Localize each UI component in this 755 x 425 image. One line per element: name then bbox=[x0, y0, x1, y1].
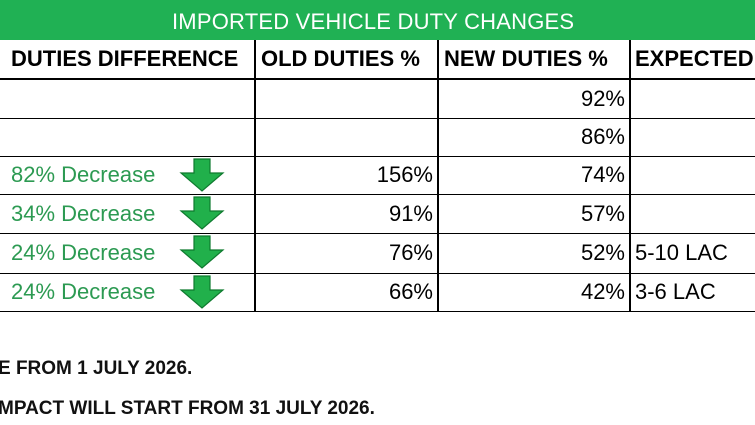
cell-expected bbox=[631, 194, 755, 233]
cell-duties-difference-text: 82% Decrease bbox=[11, 162, 156, 187]
cell-new-duties-text: 52% bbox=[580, 240, 625, 265]
cell-expected bbox=[631, 80, 755, 118]
cell-new-duties: 86% bbox=[439, 118, 631, 156]
cell-old-duties: 66% bbox=[256, 273, 439, 311]
cell-expected-text: 5-10 LAC bbox=[635, 240, 728, 265]
cell-expected-text: 3-6 LAC bbox=[635, 279, 716, 304]
cell-old-duties bbox=[256, 80, 439, 118]
cell-expected: 5-10 LAC bbox=[631, 233, 755, 273]
cell-duties-difference: 82% Decrease bbox=[0, 156, 256, 194]
cell-new-duties: 74% bbox=[439, 156, 631, 194]
down-arrow-icon bbox=[179, 275, 225, 309]
header-duties-difference: DUTIES DIFFERENCE bbox=[0, 40, 256, 78]
cell-new-duties-text: 42% bbox=[580, 279, 625, 304]
cell-duties-difference bbox=[0, 80, 256, 118]
cell-new-duties: 57% bbox=[439, 194, 631, 233]
down-arrow-icon bbox=[179, 235, 225, 269]
cell-duties-difference: 24% Decrease bbox=[0, 273, 256, 311]
cell-duties-difference: 24% Decrease bbox=[0, 233, 256, 273]
table-title-bar: IMPORTED VEHICLE DUTY CHANGES bbox=[0, 0, 755, 40]
table-row: 82% Decrease 156% 74% bbox=[0, 156, 755, 195]
table-row: 86% bbox=[0, 118, 755, 157]
cell-old-duties-text: 91% bbox=[388, 201, 433, 226]
cell-old-duties-text: 76% bbox=[388, 240, 433, 265]
note-impact-date: MPACT WILL START FROM 31 JULY 2026. bbox=[0, 398, 375, 419]
header-new-duties: NEW DUTIES % bbox=[439, 40, 631, 78]
table-row: 34% Decrease 91% 57% bbox=[0, 194, 755, 234]
cell-old-duties-text: 66% bbox=[388, 279, 433, 304]
cell-new-duties-text: 74% bbox=[580, 162, 625, 187]
cell-old-duties: 91% bbox=[256, 194, 439, 233]
cell-old-duties: 156% bbox=[256, 156, 439, 194]
cell-new-duties: 52% bbox=[439, 233, 631, 273]
cell-new-duties-text: 86% bbox=[580, 124, 625, 149]
header-old-duties: OLD DUTIES % bbox=[256, 40, 439, 78]
table-header-row: DUTIES DIFFERENCE OLD DUTIES % NEW DUTIE… bbox=[0, 40, 755, 80]
cell-expected bbox=[631, 118, 755, 156]
cell-new-duties-text: 57% bbox=[580, 201, 625, 226]
cell-duties-difference: 34% Decrease bbox=[0, 194, 256, 233]
cell-old-duties-text: 156% bbox=[376, 162, 433, 187]
down-arrow-icon bbox=[179, 158, 225, 192]
cell-duties-difference-text: 24% Decrease bbox=[11, 240, 156, 265]
cell-duties-difference-text: 34% Decrease bbox=[11, 201, 156, 226]
cell-duties-difference bbox=[0, 118, 256, 156]
table-row: 24% Decrease 66% 42% 3-6 LAC bbox=[0, 273, 755, 312]
down-arrow-icon bbox=[179, 196, 225, 230]
table-title: IMPORTED VEHICLE DUTY CHANGES bbox=[172, 9, 575, 34]
cell-old-duties bbox=[256, 118, 439, 156]
cell-old-duties: 76% bbox=[256, 233, 439, 273]
cell-duties-difference-text: 24% Decrease bbox=[11, 279, 156, 304]
table-row: 92% bbox=[0, 80, 755, 119]
table-row: 24% Decrease 76% 52% 5-10 LAC bbox=[0, 233, 755, 274]
cell-new-duties-text: 92% bbox=[580, 86, 625, 111]
header-expected: EXPECTED bbox=[635, 46, 754, 71]
note-effective-date: E FROM 1 JULY 2026. bbox=[0, 358, 193, 379]
cell-expected bbox=[631, 156, 755, 194]
cell-new-duties: 42% bbox=[439, 273, 631, 311]
cell-new-duties: 92% bbox=[439, 80, 631, 118]
cell-expected: 3-6 LAC bbox=[631, 273, 755, 311]
